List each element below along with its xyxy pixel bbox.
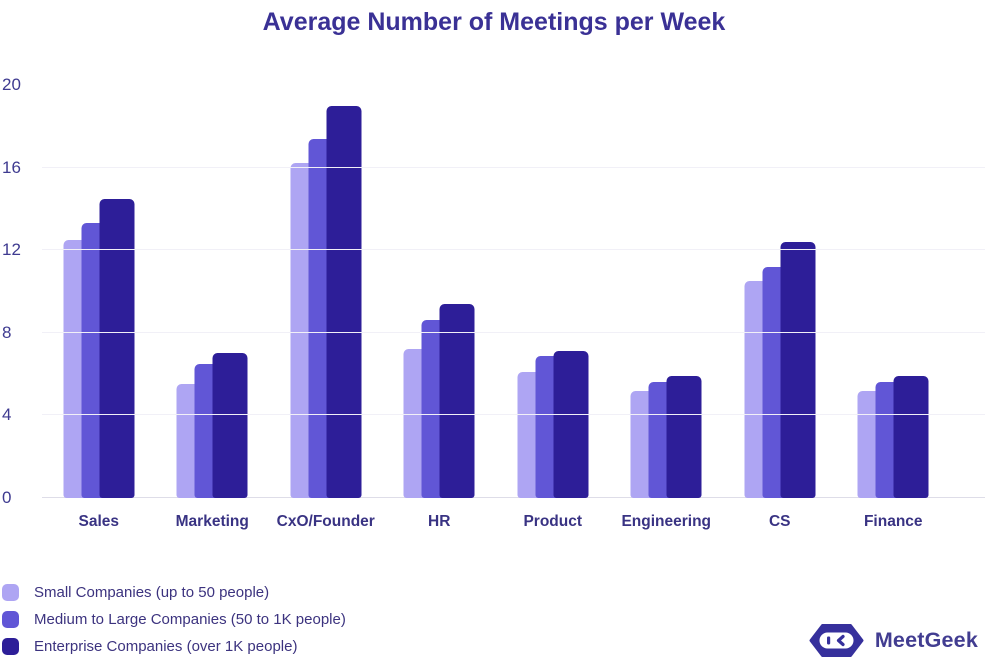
bar-series-2: [666, 376, 702, 498]
gridline-8: [42, 331, 985, 333]
bars: [403, 85, 475, 498]
y-tick-label-20: 20: [2, 75, 21, 94]
x-axis-label: HR: [428, 513, 451, 530]
bar-series-2: [439, 303, 475, 498]
bar-group-cs: [723, 85, 837, 498]
gridline-12: [42, 249, 985, 251]
x-axis-label: CxO/Founder: [276, 513, 375, 530]
bar-group-product: [496, 85, 610, 498]
x-axis-label: Sales: [78, 513, 119, 530]
plot-area: 0 4 8 12 16 20: [2, 76, 985, 507]
legend-label: Small Companies (up to 50 people): [34, 584, 270, 601]
bar-series-2: [780, 241, 816, 498]
bar-series-2: [212, 353, 248, 498]
bars: [176, 85, 248, 498]
bar-group-hr: [383, 85, 497, 498]
legend-label: Enterprise Companies (over 1K people): [34, 638, 298, 655]
bar-group-engineering: [610, 85, 724, 498]
legend-swatch-icon: [2, 611, 19, 628]
gridline-16: [42, 166, 985, 168]
y-tick-label-16: 16: [2, 157, 21, 177]
legend-swatch-icon: [2, 584, 19, 601]
bar-groups: [42, 85, 950, 498]
bar-group-finance: [837, 85, 951, 498]
bar-series-2: [99, 198, 135, 498]
meetgeek-robot-hexagon-icon: [809, 624, 864, 657]
y-tick-label-8: 8: [2, 322, 12, 342]
bars: [630, 85, 702, 498]
x-axis-label: Finance: [863, 513, 923, 530]
legend-item-1: Medium to Large Companies (50 to 1K peop…: [2, 611, 346, 628]
bars: [857, 85, 929, 498]
bars: [744, 85, 816, 498]
bar-group-marketing: [156, 85, 270, 498]
bar-series-2: [326, 105, 362, 498]
bars: [63, 85, 135, 498]
y-tick-label-0: 0: [2, 488, 12, 507]
x-axis-label: Engineering: [621, 513, 712, 530]
x-axis-labels: Sales Marketing CxO/Founder HR Product Engine…: [42, 513, 950, 531]
brand-name: MeetGeek: [874, 628, 978, 652]
x-axis-line: [42, 497, 985, 498]
gridline-4: [42, 414, 985, 416]
y-tick-label-4: 4: [2, 405, 12, 425]
bars: [290, 85, 362, 498]
legend-swatch-icon: [2, 638, 19, 655]
page-title: Average Number of Meetings per Week: [262, 8, 726, 36]
legend-label: Medium to Large Companies (50 to 1K peop…: [34, 611, 346, 628]
y-tick-label-12: 12: [2, 240, 21, 260]
legend-item-2: Enterprise Companies (over 1K people): [2, 638, 346, 655]
bar-group-sales: [42, 85, 156, 498]
bar-group-cxo-founder: [269, 85, 383, 498]
bar-series-2: [553, 351, 589, 498]
x-axis-label: CS: [768, 513, 791, 530]
bars: [517, 85, 589, 498]
legend-item-0: Small Companies (up to 50 people): [2, 584, 346, 601]
x-axis-label: Product: [523, 513, 583, 530]
x-axis-label: Marketing: [175, 513, 249, 530]
bar-series-2: [893, 376, 929, 498]
legend: Small Companies (up to 50 people) Medium …: [2, 584, 346, 665]
brand-logo: MeetGeek: [809, 623, 978, 658]
